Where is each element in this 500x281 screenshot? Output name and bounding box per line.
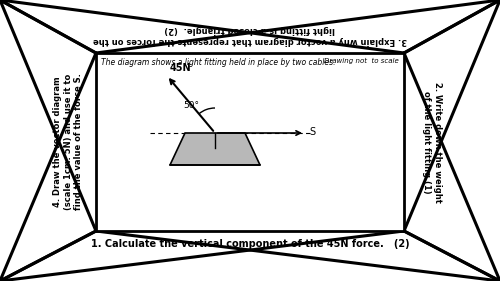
Text: S: S bbox=[309, 127, 315, 137]
Text: 1. Calculate the vertical component of the 45N force.   (2): 1. Calculate the vertical component of t… bbox=[90, 239, 409, 249]
Text: 2. Write down the weight
of the light fitting (1): 2. Write down the weight of the light fi… bbox=[422, 81, 442, 202]
Text: 45N: 45N bbox=[170, 63, 192, 72]
Text: Drawing not  to scale: Drawing not to scale bbox=[324, 58, 399, 64]
Text: 50°: 50° bbox=[183, 101, 199, 110]
Bar bbox=[96, 53, 404, 231]
Text: 4. Draw the vector diagram
(scale 1cm: 5N) and use it to
find the value of the f: 4. Draw the vector diagram (scale 1cm: 5… bbox=[53, 74, 83, 210]
Polygon shape bbox=[170, 133, 260, 165]
Text: The diagram shows a light fitting held in place by two cables.: The diagram shows a light fitting held i… bbox=[101, 58, 336, 67]
Text: 3. Explain why a vector diagram that represents the forces on the
light fitting : 3. Explain why a vector diagram that rep… bbox=[93, 25, 407, 45]
